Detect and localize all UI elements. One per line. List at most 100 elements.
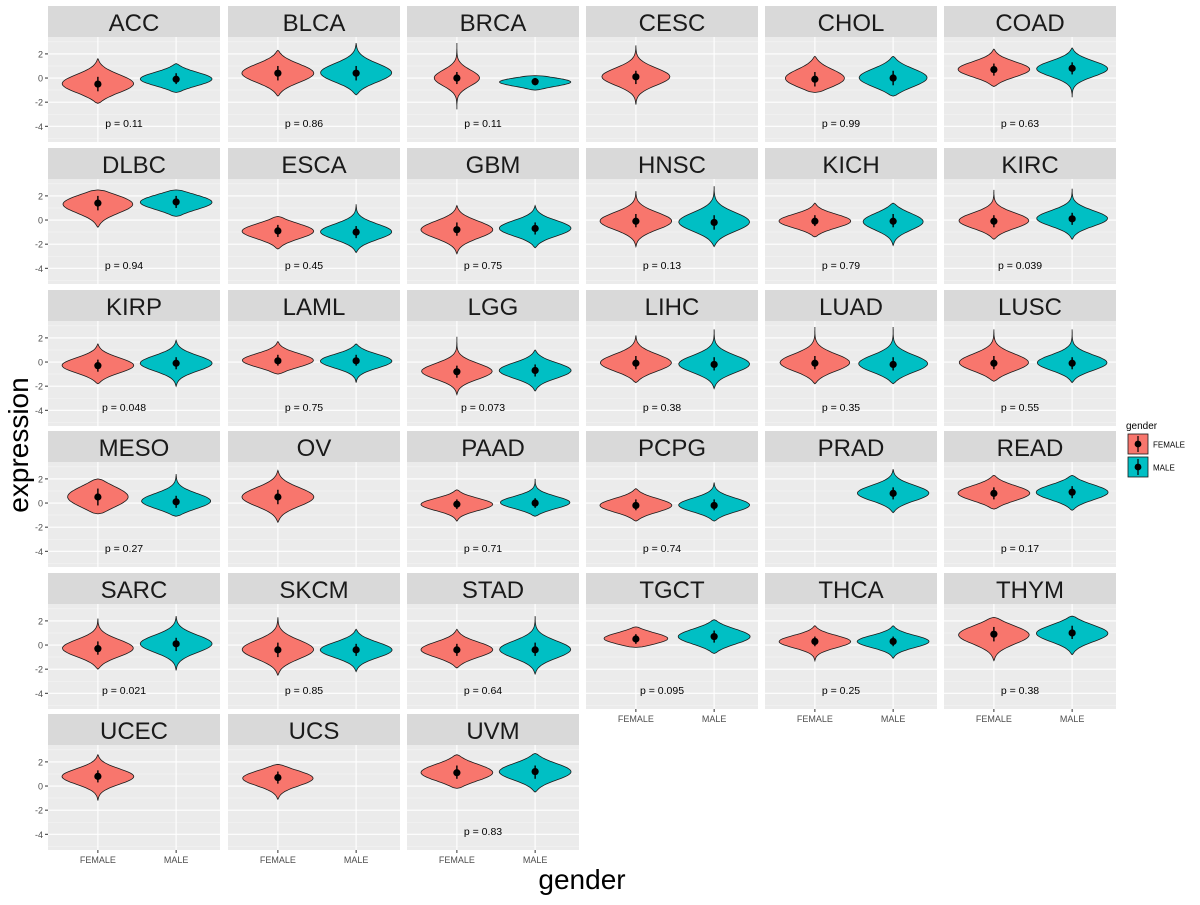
median-point-uvm-female: [453, 769, 461, 777]
panel-background-kirc: [944, 179, 1116, 284]
panel-strip-ucec: [48, 714, 220, 745]
violin-kirc-female: [958, 189, 1030, 240]
panel-background-cesc: [586, 37, 758, 142]
panel-title-brca: BRCA: [460, 10, 527, 37]
p-value-label-dlbc: p = 0.94: [105, 260, 143, 272]
median-point-esca-female: [274, 227, 282, 235]
panel-acc: ACC 2 0 -2 -4 p = 0.11: [35, 6, 220, 142]
p-value-label-meso: p = 0.27: [105, 543, 143, 555]
panel-strip-meso: [48, 431, 220, 462]
median-point-ucec-female: [94, 772, 102, 780]
y-tick-label: 2: [38, 49, 43, 59]
p-value-label-pcpg: p = 0.74: [643, 543, 681, 555]
panel-strip-kirc: [944, 148, 1116, 179]
median-point-kich-male: [889, 217, 897, 225]
panel-title-skcm: SKCM: [279, 577, 348, 604]
median-point-skcm-male: [352, 646, 360, 654]
panel-strip-read: [944, 431, 1116, 462]
panel-title-lgg: LGG: [468, 294, 519, 321]
p-value-label-lgg: p = 0.073: [461, 402, 505, 414]
panel-title-gbm: GBM: [466, 152, 521, 179]
panel-title-pcpg: PCPG: [638, 435, 706, 462]
panel-background-thca: [765, 604, 937, 709]
x-tick-label: MALE: [164, 855, 189, 865]
panel-strip-esca: [228, 148, 400, 179]
panel-read: READ p = 0.17: [944, 431, 1116, 567]
panel-background-paad: [407, 462, 579, 567]
median-point-lgg-male: [531, 366, 539, 375]
violin-paad-male: [499, 478, 571, 517]
median-point-ov-female: [274, 493, 282, 501]
median-point-prad-male: [889, 489, 897, 497]
panel-kirc: KIRC p = 0.039: [944, 148, 1116, 284]
y-tick-label: 0: [38, 782, 43, 792]
panel-dlbc: DLBC 2 0 -2 -4 p = 0.94: [35, 148, 220, 284]
panel-meso: MESO 2 0 -2 -4 p = 0.27: [35, 431, 220, 567]
median-point-paad-female: [453, 500, 461, 508]
median-point-stad-male: [531, 646, 539, 654]
panel-strip-paad: [407, 431, 579, 462]
median-point-sarc-male: [172, 640, 180, 648]
panel-skcm: SKCM p = 0.85: [228, 573, 400, 709]
p-value-label-luad: p = 0.35: [822, 402, 860, 414]
panel-background-blca: [228, 37, 400, 142]
panel-strip-chol: [765, 6, 937, 37]
median-point-kich-female: [811, 217, 819, 225]
median-point-brca-male: [531, 78, 539, 86]
panel-strip-skcm: [228, 573, 400, 604]
p-value-label-chol: p = 0.99: [822, 118, 860, 130]
median-point-kirp-female: [94, 362, 102, 370]
panel-title-kirp: KIRP: [106, 294, 162, 321]
violin-lusc-female: [958, 329, 1029, 382]
panel-title-thca: THCA: [818, 577, 883, 604]
panel-background-ucec: [48, 745, 220, 850]
panel-strip-prad: [765, 431, 937, 462]
panel-cesc: CESC: [586, 6, 758, 142]
panel-thca: THCA p = 0.25 FEMALE MALE: [765, 573, 937, 724]
panel-tgct: TGCT p = 0.095 FEMALE MALE: [586, 573, 758, 724]
median-point-tgct-male: [710, 632, 718, 641]
y-tick-label: 0: [38, 499, 43, 509]
median-point-thca-female: [811, 637, 819, 646]
x-tick-label: FEMALE: [80, 855, 116, 865]
median-point-acc-female: [94, 80, 102, 88]
panel-title-uvm: UVM: [466, 718, 519, 745]
x-tick-label: FEMALE: [439, 855, 475, 865]
legend: gender FEMALE MALE: [1126, 421, 1185, 478]
panel-luad: LUAD p = 0.35: [765, 290, 937, 426]
panel-stad: STAD p = 0.64: [407, 573, 579, 709]
panel-title-chol: CHOL: [818, 10, 885, 37]
panel-background-meso: [48, 462, 220, 567]
median-point-luad-male: [889, 360, 897, 369]
x-tick-label: MALE: [523, 855, 548, 865]
p-value-label-kirc: p = 0.039: [998, 260, 1042, 272]
panel-strip-cesc: [586, 6, 758, 37]
panel-title-read: READ: [997, 435, 1064, 462]
median-point-chol-female: [811, 75, 819, 83]
median-point-lusc-female: [990, 359, 998, 367]
panel-title-meso: MESO: [99, 435, 170, 462]
panel-lgg: LGG p = 0.073: [407, 290, 579, 426]
median-point-paad-male: [531, 499, 539, 507]
panel-background-tgct: [586, 604, 758, 709]
p-value-label-kirp: p = 0.048: [102, 402, 146, 414]
x-tick-label: MALE: [702, 714, 727, 724]
median-point-dlbc-female: [94, 199, 102, 207]
median-point-uvm-male: [531, 767, 539, 776]
median-point-coad-male: [1068, 64, 1076, 72]
median-point-thym-male: [1068, 629, 1076, 637]
y-tick-label: -2: [35, 806, 43, 816]
median-point-meso-female: [94, 493, 102, 501]
y-tick-label: 0: [38, 216, 43, 226]
panel-chol: CHOL p = 0.99: [765, 6, 937, 142]
median-point-read-male: [1068, 488, 1076, 496]
panel-title-thym: THYM: [996, 577, 1064, 604]
panel-strip-stad: [407, 573, 579, 604]
panel-strip-hnsc: [586, 148, 758, 179]
panel-title-hnsc: HNSC: [638, 152, 706, 179]
y-tick-label: -2: [35, 98, 43, 108]
panel-title-ov: OV: [297, 435, 332, 462]
panel-background-chol: [765, 37, 937, 142]
y-tick-label: -4: [35, 689, 43, 699]
